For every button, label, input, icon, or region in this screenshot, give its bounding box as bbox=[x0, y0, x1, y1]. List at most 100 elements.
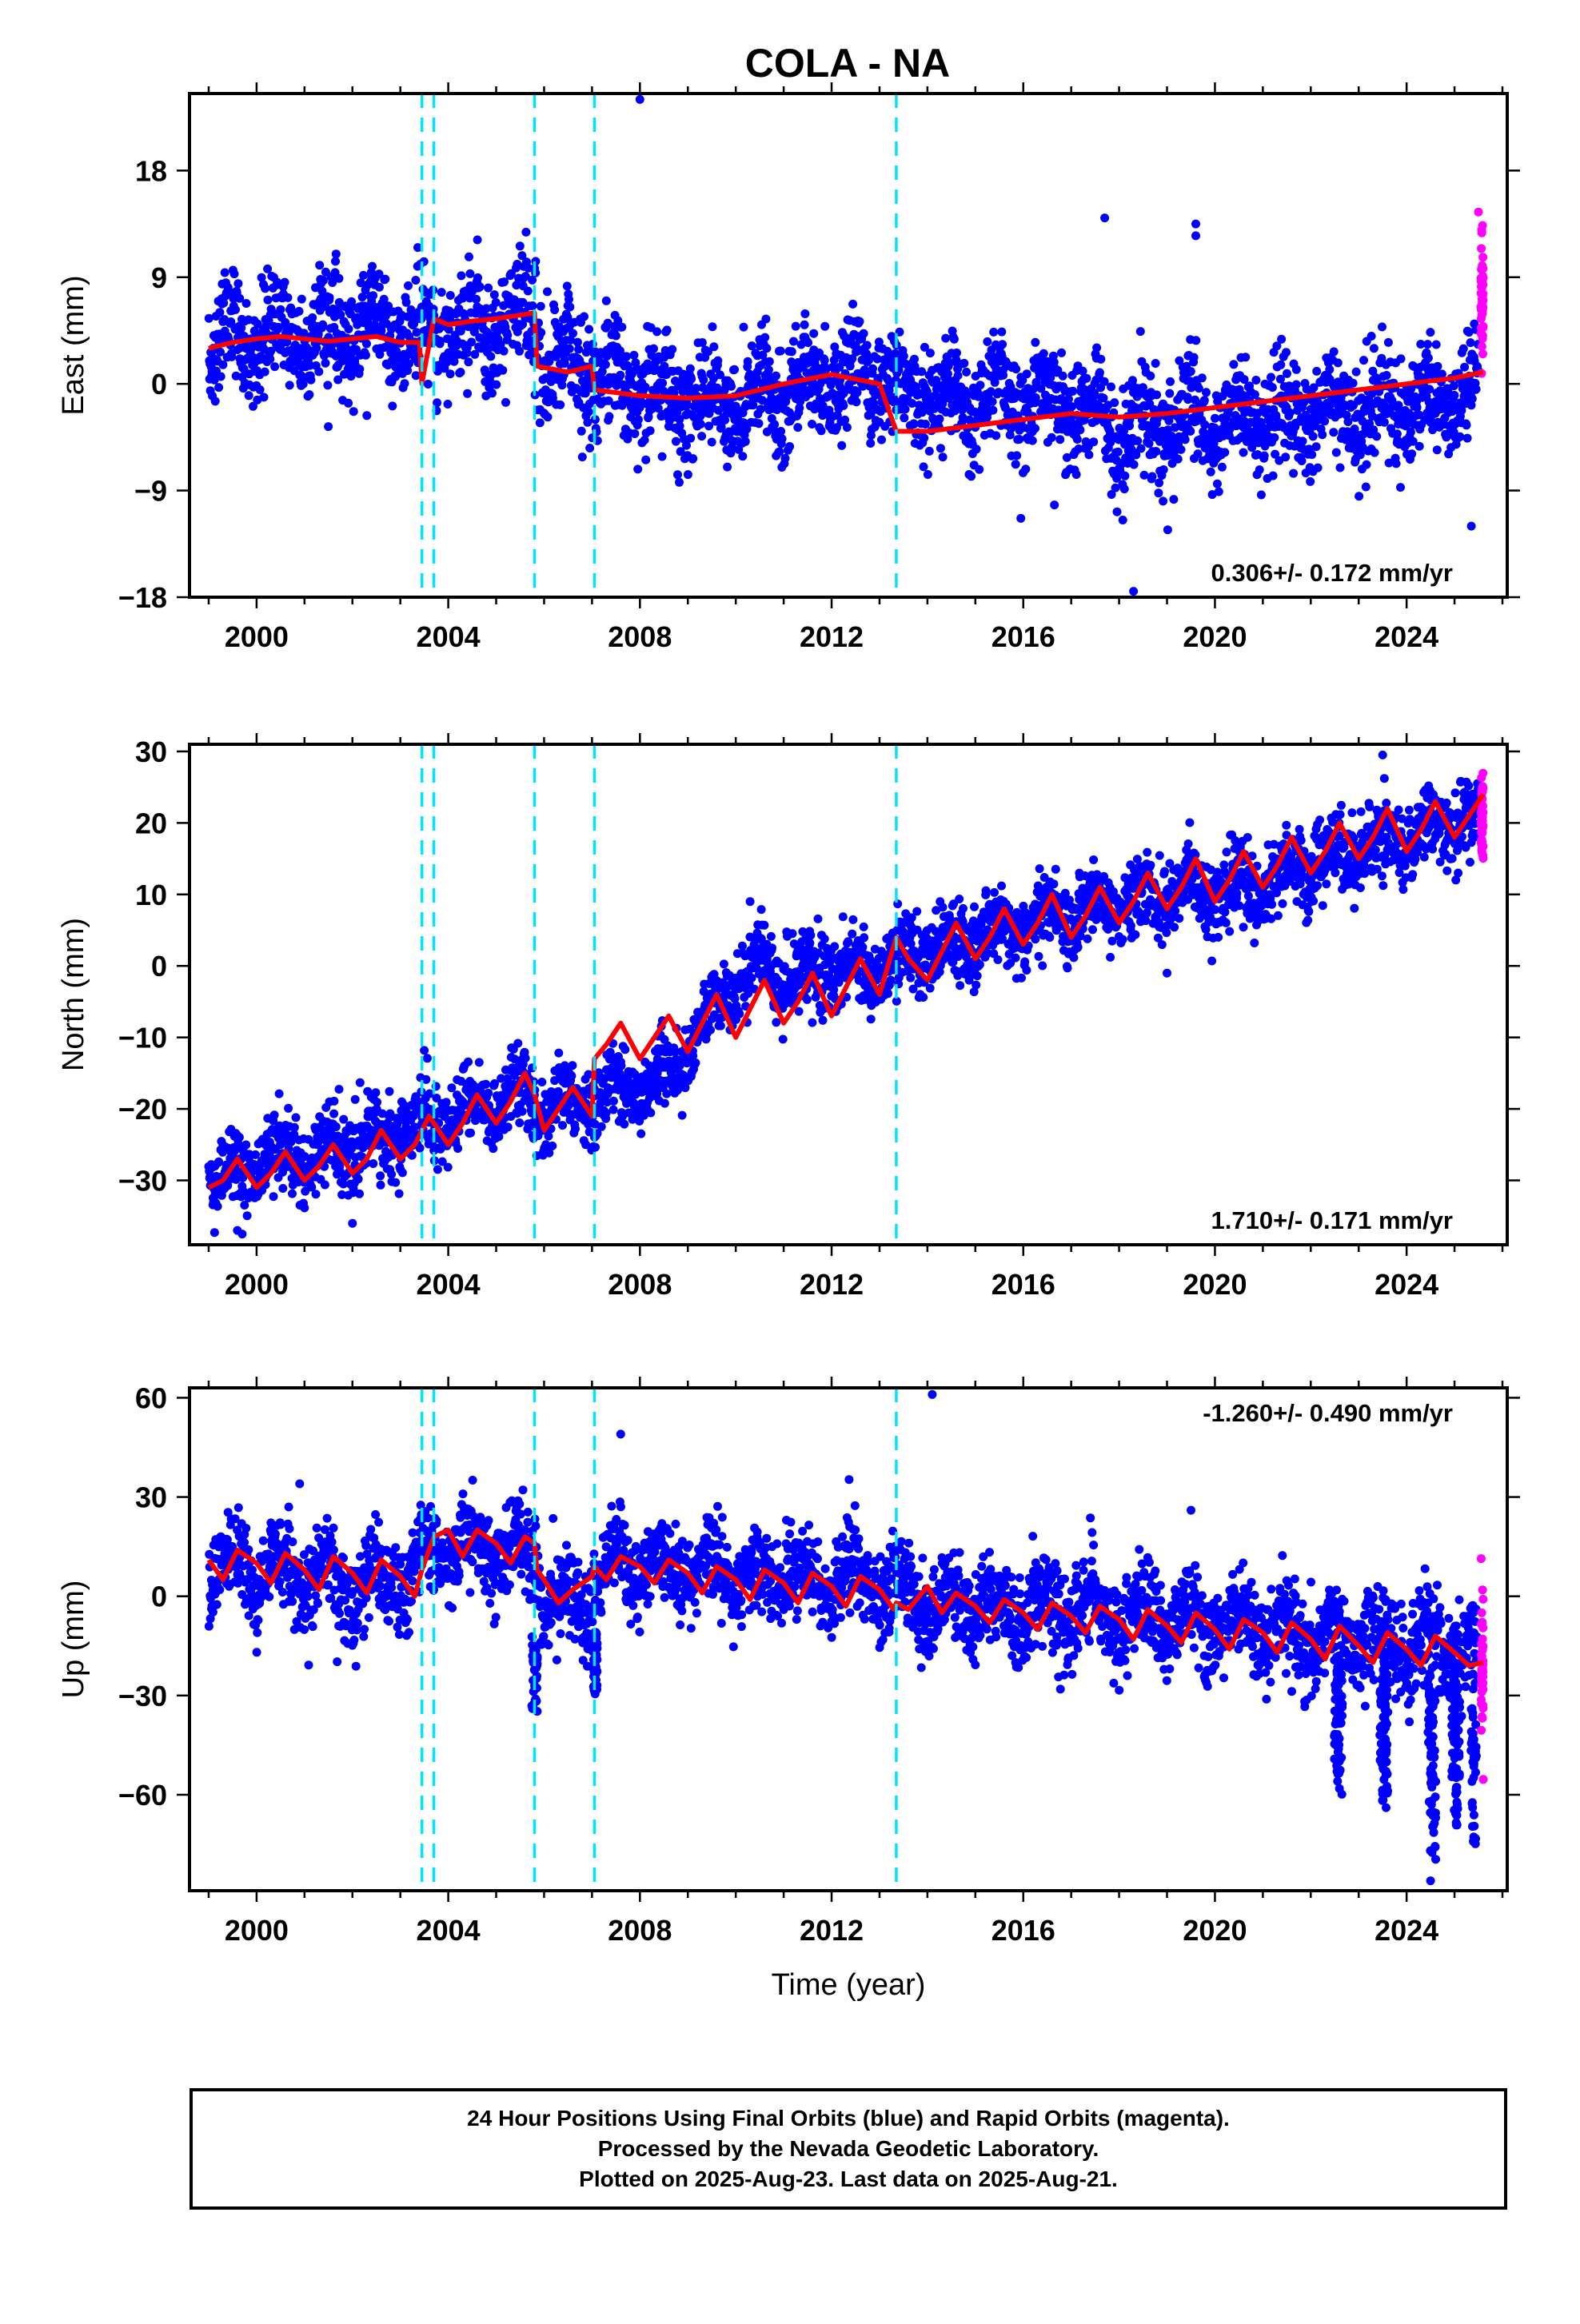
final-orbit-point bbox=[1039, 349, 1048, 358]
final-orbit-point bbox=[371, 1088, 380, 1097]
final-orbit-point bbox=[601, 361, 610, 369]
final-orbit-point bbox=[844, 937, 852, 946]
final-orbit-point bbox=[1120, 484, 1129, 493]
final-orbit-point bbox=[453, 1144, 462, 1153]
final-orbit-point bbox=[1092, 344, 1101, 353]
final-orbit-point bbox=[805, 939, 814, 947]
rapid-orbit-point bbox=[1478, 349, 1487, 358]
final-orbit-point bbox=[1459, 345, 1468, 353]
final-orbit-point bbox=[785, 442, 794, 451]
final-orbit-point bbox=[1113, 508, 1122, 516]
final-orbit-point bbox=[765, 357, 774, 366]
final-orbit-point bbox=[941, 334, 950, 343]
final-orbit-point bbox=[261, 368, 269, 377]
final-orbit-point bbox=[1012, 451, 1021, 460]
final-orbit-point bbox=[276, 305, 285, 314]
final-orbit-point bbox=[245, 391, 253, 400]
final-orbit-point bbox=[1145, 439, 1154, 448]
final-orbit-point bbox=[633, 464, 642, 473]
final-orbit-point bbox=[377, 1181, 385, 1190]
final-orbit-point bbox=[567, 1071, 576, 1080]
final-orbit-point bbox=[1151, 359, 1160, 368]
final-orbit-point bbox=[1407, 449, 1416, 458]
final-orbit-point bbox=[991, 431, 1000, 440]
final-orbit-point bbox=[962, 368, 971, 377]
final-orbit-point bbox=[1466, 338, 1475, 347]
final-orbit-point bbox=[484, 1089, 493, 1098]
final-orbit-point bbox=[817, 426, 826, 435]
final-orbit-point bbox=[917, 367, 926, 376]
final-orbit-point bbox=[616, 371, 624, 380]
final-orbit-point bbox=[698, 338, 707, 347]
outlier-point bbox=[1467, 522, 1476, 531]
final-orbit-point bbox=[548, 1142, 557, 1150]
final-orbit-point bbox=[1472, 385, 1481, 393]
final-orbit-point bbox=[727, 382, 736, 391]
final-orbit-point bbox=[660, 1099, 669, 1108]
final-orbit-point bbox=[1021, 464, 1030, 473]
final-orbit-point bbox=[463, 389, 472, 398]
final-orbit-point bbox=[1130, 460, 1139, 469]
final-orbit-point bbox=[1349, 379, 1358, 388]
outlier-point bbox=[1474, 208, 1483, 217]
final-orbit-point bbox=[1292, 365, 1301, 374]
final-orbit-point bbox=[814, 915, 823, 923]
final-orbit-point bbox=[1372, 432, 1381, 440]
final-orbit-point bbox=[839, 912, 848, 921]
final-orbit-point bbox=[920, 433, 928, 442]
final-orbit-point bbox=[1426, 328, 1434, 337]
final-orbit-point bbox=[830, 942, 839, 951]
final-orbit-point bbox=[852, 397, 861, 406]
final-orbit-point bbox=[1255, 465, 1264, 474]
final-orbit-point bbox=[1329, 428, 1338, 436]
final-orbit-point bbox=[569, 329, 577, 338]
final-orbit-point bbox=[848, 930, 856, 939]
final-orbit-point bbox=[278, 1184, 287, 1193]
final-orbit-point bbox=[467, 337, 476, 346]
final-orbit-point bbox=[1207, 468, 1215, 476]
final-orbit-point bbox=[1306, 477, 1315, 486]
final-orbit-point bbox=[300, 1203, 309, 1212]
final-orbit-point bbox=[1325, 365, 1334, 374]
final-orbit-point bbox=[1397, 354, 1406, 363]
final-orbit-point bbox=[424, 380, 433, 389]
final-orbit-point bbox=[652, 327, 661, 336]
final-orbit-point bbox=[1229, 360, 1238, 369]
final-orbit-point bbox=[1137, 444, 1146, 453]
final-orbit-point bbox=[214, 383, 223, 392]
final-orbit-point bbox=[484, 284, 493, 293]
series-final_orbits bbox=[205, 228, 1483, 534]
final-orbit-point bbox=[585, 444, 594, 452]
final-orbit-point bbox=[213, 1202, 222, 1211]
final-orbit-point bbox=[673, 470, 682, 479]
final-orbit-point bbox=[1191, 336, 1200, 345]
final-orbit-point bbox=[488, 389, 497, 397]
final-orbit-point bbox=[1198, 373, 1207, 382]
final-orbit-point bbox=[636, 1130, 645, 1138]
final-orbit-point bbox=[1146, 372, 1155, 381]
final-orbit-point bbox=[473, 236, 482, 245]
final-orbit-point bbox=[362, 340, 371, 349]
final-orbit-point bbox=[1277, 335, 1286, 344]
final-orbit-point bbox=[355, 365, 364, 373]
y-tick-label: −18 bbox=[118, 581, 167, 614]
final-orbit-point bbox=[329, 1097, 338, 1106]
final-orbit-point bbox=[565, 303, 574, 312]
x-tick-label: 2008 bbox=[608, 620, 672, 653]
final-orbit-point bbox=[788, 347, 796, 356]
final-orbit-point bbox=[1260, 452, 1269, 460]
final-orbit-point bbox=[757, 905, 766, 914]
final-orbit-point bbox=[1055, 435, 1064, 444]
final-orbit-point bbox=[630, 429, 639, 438]
final-orbit-point bbox=[1073, 435, 1082, 444]
series-rapid_orbits bbox=[1477, 221, 1488, 378]
final-orbit-point bbox=[1028, 436, 1037, 445]
final-orbit-point bbox=[492, 381, 501, 389]
final-orbit-point bbox=[1424, 353, 1433, 362]
final-orbit-point bbox=[1148, 472, 1157, 481]
final-orbit-point bbox=[402, 298, 411, 307]
final-orbit-point bbox=[620, 1120, 628, 1129]
final-orbit-point bbox=[1362, 483, 1371, 492]
final-orbit-point bbox=[295, 307, 304, 316]
final-orbit-point bbox=[284, 1104, 293, 1113]
